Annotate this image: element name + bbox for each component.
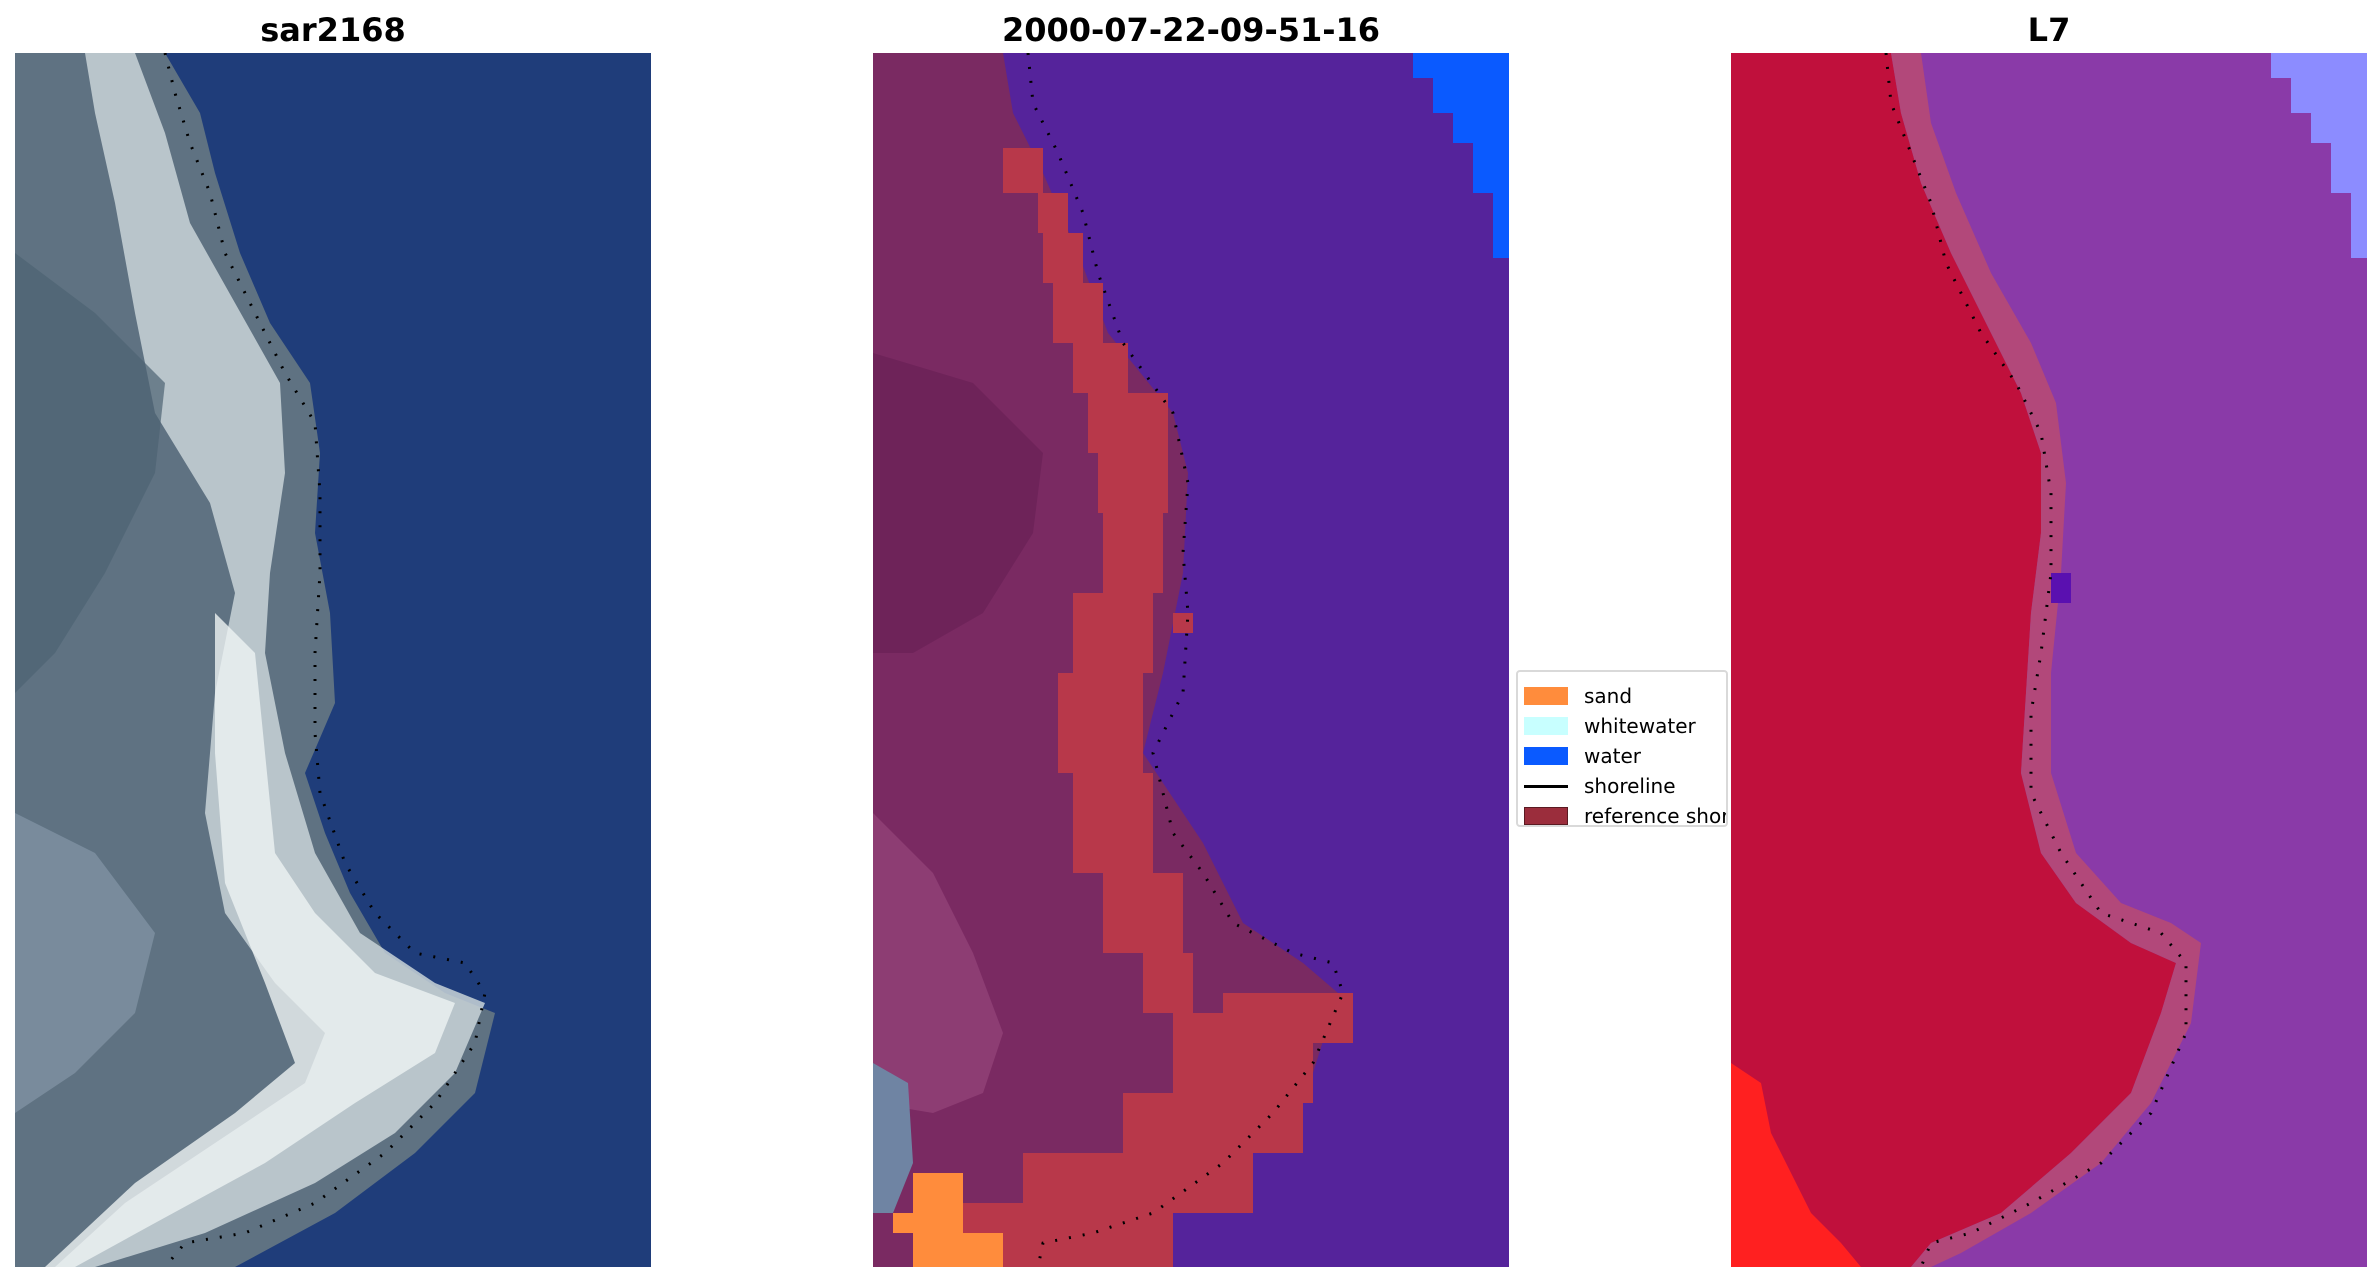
legend: sand whitewater water shoreline referenc…	[1516, 670, 1728, 827]
water-swatch	[1524, 747, 1568, 765]
rgb-image-panel	[15, 53, 651, 1267]
legend-label: water	[1584, 744, 1641, 768]
rgb-image	[15, 53, 651, 1267]
shoreline-dots	[1884, 53, 2188, 1267]
nir-red-corner	[1731, 1063, 1861, 1267]
white-sand	[45, 613, 455, 1267]
panel-title-rgb: sar2168	[260, 11, 406, 49]
l7-image	[1731, 53, 2367, 1267]
legend-item-water: water	[1524, 742, 1641, 770]
bright-beach	[55, 53, 485, 1267]
reference-buffer-swatch	[1524, 807, 1568, 825]
lower-land	[15, 813, 155, 1113]
legend-label: whitewater	[1584, 714, 1696, 738]
nir-dark-pixel	[2051, 573, 2071, 603]
legend-label: shoreline	[1584, 774, 1676, 798]
class-land-light	[873, 813, 1003, 1113]
l7-image-panel	[1731, 53, 2367, 1267]
legend-item-sand: sand	[1524, 682, 1632, 710]
legend-item-reference-shoreline-buffer: reference shoreline buffer	[1524, 802, 1728, 827]
class-land-dark	[873, 353, 1043, 653]
nir-land	[1731, 53, 2176, 1267]
classified-image-panel	[873, 53, 1509, 1267]
class-sand	[893, 1173, 1003, 1267]
panel-title-nir: L7	[2027, 11, 2071, 49]
class-water-corner	[1413, 53, 1509, 258]
shoreline-line	[1524, 784, 1568, 788]
legend-label: sand	[1584, 684, 1633, 708]
class-grey-corner	[873, 1063, 913, 1213]
lagoon-shade	[15, 253, 165, 693]
nir-whitewater-corner	[2271, 53, 2367, 258]
legend-item-shoreline: shoreline	[1524, 772, 1676, 800]
panel-title-classified: 2000-07-22-09-51-16	[1001, 11, 1381, 49]
sand-swatch	[1524, 687, 1568, 705]
legend-item-whitewater: whitewater	[1524, 712, 1696, 740]
classified-image	[873, 53, 1509, 1267]
whitewater-swatch	[1524, 717, 1568, 735]
legend-label: reference shoreline buffer	[1584, 804, 1728, 827]
nir-land-edge	[1891, 53, 2201, 1267]
